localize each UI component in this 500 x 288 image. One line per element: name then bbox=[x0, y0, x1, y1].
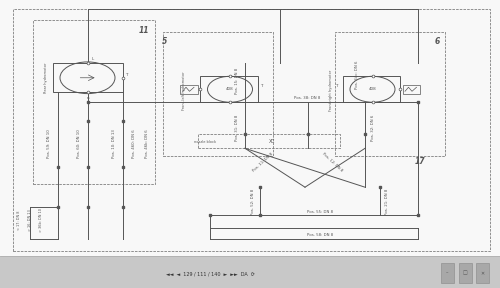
Text: < 17: DN 8: < 17: DN 8 bbox=[17, 211, 21, 230]
Text: Pos. 32: DN 6: Pos. 32: DN 6 bbox=[370, 115, 374, 141]
Bar bbox=[52, 63, 122, 92]
Text: Pos. 21: DN 8: Pos. 21: DN 8 bbox=[386, 188, 390, 215]
Text: Pos. 52: DN 8: Pos. 52: DN 8 bbox=[250, 188, 254, 215]
Bar bbox=[402, 85, 420, 94]
Text: Front-left hydromotor: Front-left hydromotor bbox=[182, 71, 186, 110]
Text: 11: 11 bbox=[138, 26, 149, 35]
Bar bbox=[180, 85, 198, 94]
Bar bbox=[0, 256, 500, 288]
Bar bbox=[198, 134, 340, 148]
Bar bbox=[12, 9, 490, 251]
Bar bbox=[162, 32, 272, 156]
Text: Pos. 34c: DN 6: Pos. 34c: DN 6 bbox=[356, 61, 360, 89]
Text: Pos. 55: DN 8: Pos. 55: DN 8 bbox=[307, 210, 333, 214]
Text: nozzle block: nozzle block bbox=[194, 140, 216, 144]
Text: ✕: ✕ bbox=[480, 271, 484, 276]
Text: T: T bbox=[335, 84, 338, 88]
Text: n: n bbox=[86, 96, 89, 101]
Text: Pos. 38: DN 8: Pos. 38: DN 8 bbox=[294, 96, 320, 101]
Bar bbox=[458, 263, 471, 283]
Text: > 36b: DN 10: > 36b: DN 10 bbox=[39, 208, 43, 232]
Bar bbox=[32, 20, 155, 184]
Text: Pos. 59: DN 10: Pos. 59: DN 10 bbox=[47, 130, 51, 158]
Text: L: L bbox=[92, 57, 94, 61]
Bar bbox=[476, 263, 489, 283]
Text: –: – bbox=[446, 271, 449, 276]
Text: Pos. 11: DN 8: Pos. 11: DN 8 bbox=[252, 152, 274, 173]
Text: Pos. 60: DN 10: Pos. 60: DN 10 bbox=[77, 130, 81, 158]
Text: Rear hydromotor: Rear hydromotor bbox=[44, 62, 48, 93]
Text: Front-right hydromotor: Front-right hydromotor bbox=[329, 70, 333, 111]
Bar bbox=[200, 76, 258, 102]
Text: ◄◄  ◄  129 / 111 / 140  ►  ►►  DA  ⟳: ◄◄ ◄ 129 / 111 / 140 ► ►► DA ⟳ bbox=[166, 271, 254, 276]
Text: Pos. 12: DN 8: Pos. 12: DN 8 bbox=[322, 152, 344, 173]
Text: 408: 408 bbox=[226, 87, 234, 91]
Text: > 16: DN 13: > 16: DN 13 bbox=[28, 209, 32, 231]
Bar bbox=[342, 76, 400, 102]
Text: Pos. 46b: DN 6: Pos. 46b: DN 6 bbox=[146, 130, 150, 158]
Bar bbox=[441, 263, 454, 283]
Text: T: T bbox=[125, 73, 128, 77]
Text: 5: 5 bbox=[162, 37, 168, 46]
Text: T: T bbox=[260, 84, 262, 88]
Text: 17: 17 bbox=[415, 157, 425, 166]
Text: Pos. 460: DN 6: Pos. 460: DN 6 bbox=[132, 130, 136, 158]
Text: Pos. 15: DN 8: Pos. 15: DN 8 bbox=[236, 67, 240, 94]
Text: Pos. 31: DN 8: Pos. 31: DN 8 bbox=[236, 115, 240, 141]
Bar bbox=[335, 32, 445, 156]
Text: Pos. 10: DN 13: Pos. 10: DN 13 bbox=[112, 130, 116, 158]
Text: 408: 408 bbox=[368, 87, 376, 91]
Text: Pos. 58: DN 8: Pos. 58: DN 8 bbox=[307, 233, 333, 237]
Text: XC: XC bbox=[270, 139, 276, 144]
Text: □: □ bbox=[462, 271, 468, 276]
Text: 6: 6 bbox=[435, 37, 440, 46]
